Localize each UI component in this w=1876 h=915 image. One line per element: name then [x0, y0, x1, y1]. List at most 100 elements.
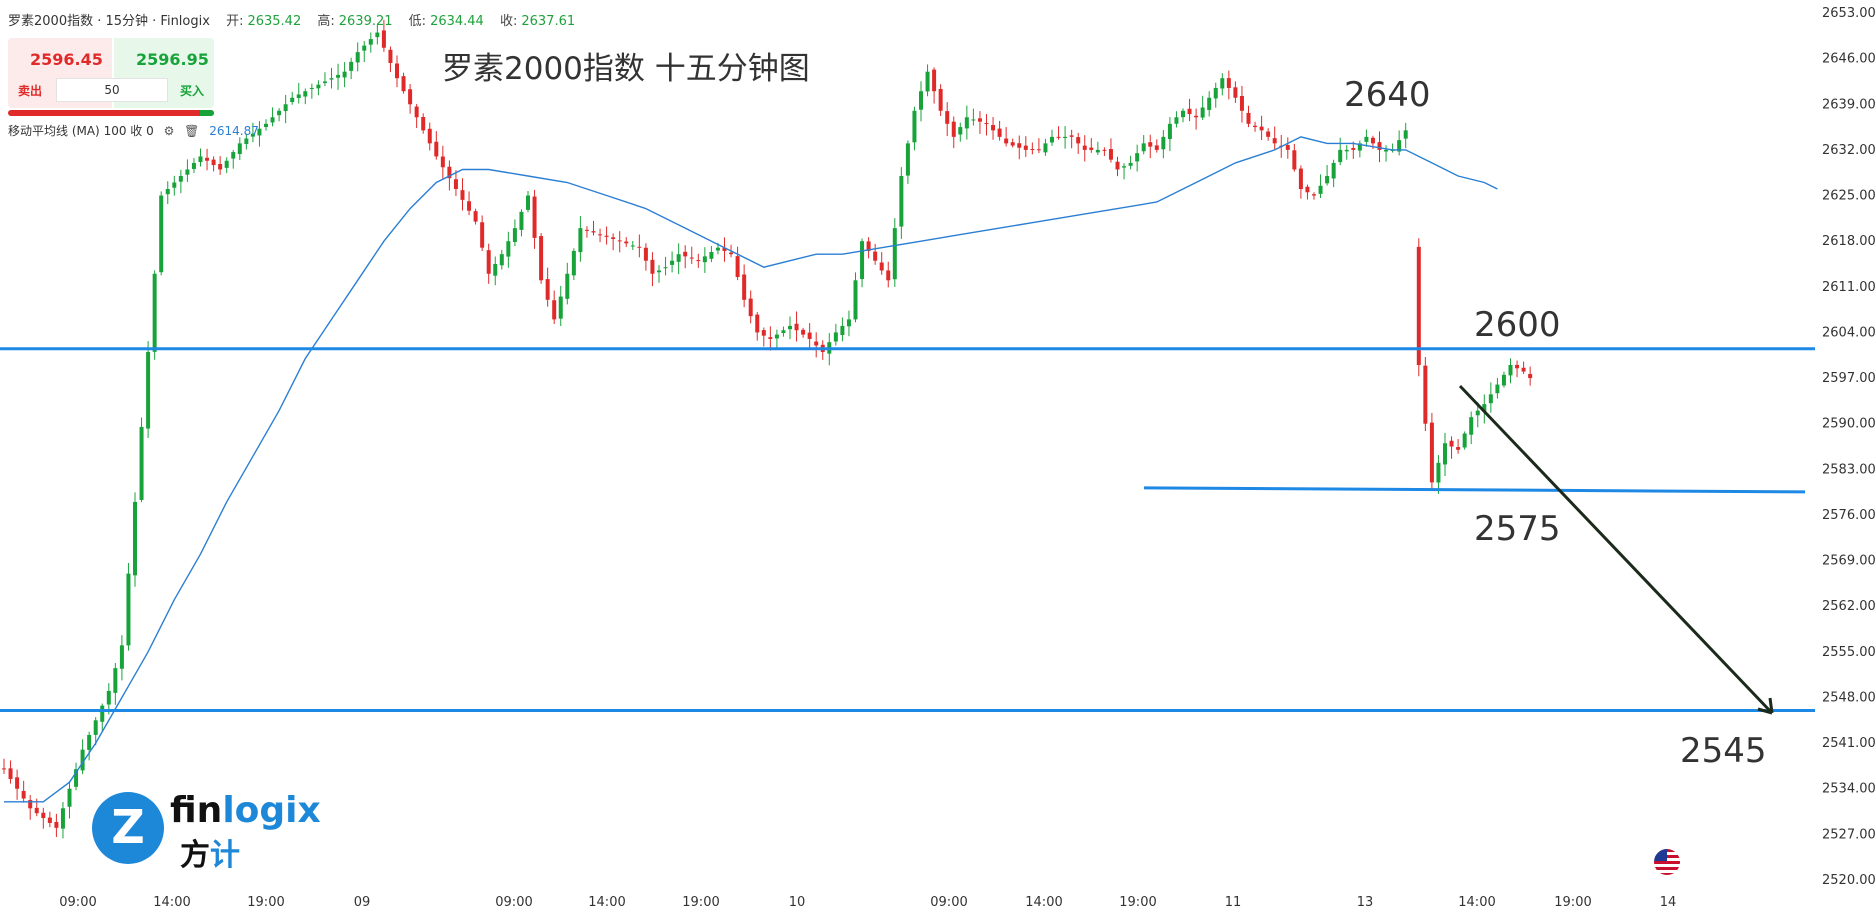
- x-tick-label: 14:00: [588, 895, 625, 910]
- low-value: 2634.44: [430, 14, 484, 29]
- x-tick-label: 09:00: [495, 895, 532, 910]
- candle-body: [1325, 175, 1330, 184]
- candle-body: [1076, 137, 1081, 144]
- candle-body: [1521, 367, 1526, 372]
- candle-body: [584, 229, 589, 231]
- level-label-2575: 2575: [1474, 509, 1561, 549]
- x-tick-label: 09:00: [930, 895, 967, 910]
- us-flag-icon[interactable]: [1654, 849, 1680, 875]
- candle-body: [1239, 96, 1244, 111]
- candle-body: [1056, 136, 1061, 138]
- finlogix-logo: Z finlogix 方计: [92, 790, 322, 873]
- candle-body: [1174, 117, 1179, 124]
- candle-body: [565, 273, 570, 299]
- indicator-value: 2614.87: [209, 124, 259, 138]
- candle-body: [381, 30, 386, 48]
- candle-body: [34, 807, 39, 814]
- candle-body: [1154, 145, 1159, 150]
- candle-body: [165, 189, 170, 195]
- candle-body: [133, 501, 137, 576]
- candle-body: [1089, 147, 1094, 150]
- sentiment-bar-buy: [200, 110, 214, 116]
- candle-body: [984, 122, 989, 124]
- candle-body: [8, 768, 13, 779]
- buy-price: 2596.95: [136, 50, 209, 69]
- logo-mark: Z: [92, 792, 164, 864]
- y-tick-label: 2639.00: [1822, 97, 1876, 112]
- trade-panel: 2596.45 卖出 2596.95 买入 50: [8, 38, 214, 116]
- x-tick-label: 19:00: [682, 895, 719, 910]
- y-tick-label: 2646.00: [1822, 52, 1876, 67]
- candle-body: [1370, 137, 1375, 144]
- candle-body: [552, 300, 557, 320]
- y-tick-label: 2576.00: [1822, 508, 1876, 523]
- candle-body: [1456, 447, 1461, 450]
- buy-label: 买入: [179, 84, 204, 98]
- candle-body: [224, 160, 229, 168]
- candle-body: [1416, 246, 1421, 366]
- y-tick-label: 2548.00: [1822, 690, 1876, 705]
- x-tick-label: 19:00: [247, 895, 284, 910]
- candle-body: [493, 263, 498, 276]
- x-tick-label: 11: [1225, 895, 1242, 910]
- symbol-name: 罗素2000指数 · 15分钟 · Finlogix: [8, 14, 210, 29]
- candle-body: [846, 319, 851, 327]
- candle-body: [1266, 131, 1271, 137]
- candle-body: [100, 705, 105, 722]
- candle-body: [1036, 149, 1041, 151]
- trash-icon[interactable]: 🗑: [184, 124, 200, 138]
- candle-body: [1181, 110, 1185, 118]
- candle-body: [866, 241, 871, 251]
- logo-cn-a: 方: [180, 838, 210, 873]
- ma-layer: [4, 136, 1498, 803]
- indicator-legend[interactable]: 移动平均线 (MA) 100 收 0 ⚙ 🗑 2614.87: [8, 122, 259, 139]
- candle-body: [539, 236, 544, 281]
- candle-body: [1194, 115, 1199, 118]
- y-tick-label: 2632.00: [1822, 143, 1876, 158]
- candle-body: [1259, 126, 1264, 131]
- candle-body: [1220, 78, 1225, 89]
- candle-body: [1017, 143, 1022, 148]
- candle-body: [1423, 365, 1428, 424]
- candle-body: [1108, 149, 1113, 160]
- candle-body: [938, 88, 943, 111]
- x-axis: 09:00 14:00 19:00 09 09:00 14:00 19:00 10 09:00 1…: [59, 895, 1676, 910]
- candle-body: [126, 573, 131, 646]
- open-label: 开:: [226, 14, 244, 29]
- candle-body: [997, 128, 1002, 137]
- candle-body: [1488, 394, 1493, 404]
- quantity-input[interactable]: 50: [56, 78, 168, 102]
- candle-body: [1148, 142, 1153, 147]
- candle-body: [80, 749, 85, 771]
- candle-body: [1508, 365, 1513, 376]
- candle-body: [1141, 143, 1146, 152]
- candle-body: [440, 156, 445, 168]
- candle-body: [1095, 149, 1100, 153]
- candle-body: [774, 334, 779, 339]
- candle-body: [853, 280, 858, 320]
- candle-body: [211, 159, 216, 166]
- candle-body: [794, 323, 799, 331]
- candle-body: [54, 821, 59, 828]
- candle-body: [1285, 145, 1290, 150]
- candle-body: [807, 332, 812, 339]
- candle-body: [1515, 364, 1520, 369]
- candle-body: [480, 222, 485, 248]
- candle-body: [1318, 185, 1323, 194]
- settings-icon[interactable]: ⚙: [163, 124, 175, 138]
- candle-body: [1436, 462, 1441, 483]
- x-tick-label: 19:00: [1554, 895, 1591, 910]
- candle-body: [467, 201, 472, 211]
- candle-body: [1495, 384, 1500, 394]
- candle-body: [630, 245, 635, 247]
- open-value: 2635.42: [247, 14, 302, 29]
- logo-text-a: fin: [170, 790, 223, 831]
- candle-body: [624, 241, 629, 244]
- candle-body: [349, 61, 354, 71]
- x-tick-label: 14: [1660, 895, 1677, 910]
- candle-body: [761, 330, 766, 336]
- candle-body: [106, 690, 111, 705]
- logo-cn-b: 计: [210, 838, 240, 873]
